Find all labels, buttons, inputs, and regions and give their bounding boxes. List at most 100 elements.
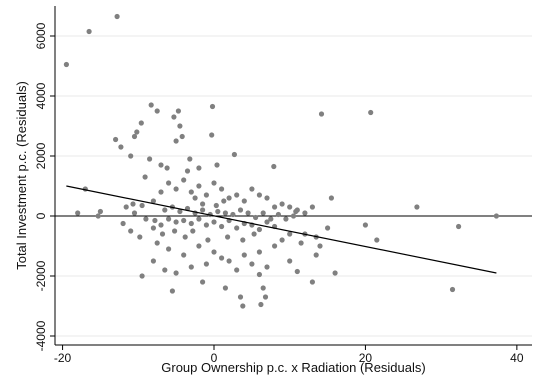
data-point (493, 213, 499, 219)
data-point (209, 132, 215, 138)
data-point (230, 211, 236, 218)
data-point (128, 153, 134, 159)
data-point (95, 213, 101, 219)
y-tick-label: -4000 (34, 320, 48, 351)
data-point (226, 195, 232, 201)
data-point (177, 208, 183, 215)
data-point (256, 226, 262, 233)
fit-line-segment (66, 185, 497, 274)
x-tick-label: -20 (54, 351, 72, 365)
data-point (150, 198, 156, 204)
data-point (234, 192, 240, 198)
data-point (264, 219, 270, 225)
data-point (332, 270, 338, 276)
data-point (138, 120, 144, 126)
data-point (222, 210, 228, 216)
data-point (148, 102, 154, 108)
data-point (325, 225, 331, 231)
data-point (172, 228, 178, 234)
data-point (245, 210, 251, 216)
data-point (249, 186, 255, 192)
y-tick-label: -2000 (34, 260, 48, 291)
data-point (253, 214, 259, 221)
data-point (279, 201, 285, 207)
data-point (234, 267, 240, 273)
data-point (222, 285, 228, 291)
data-point (368, 109, 374, 116)
data-point (196, 243, 202, 249)
data-point (203, 261, 209, 267)
data-point (200, 207, 206, 213)
data-point (114, 13, 120, 20)
data-point (169, 288, 175, 294)
data-point (150, 258, 156, 264)
data-point (256, 192, 262, 198)
data-point (456, 223, 462, 230)
data-point (258, 301, 264, 308)
fit-line (66, 185, 497, 274)
data-point (268, 216, 274, 222)
data-point (240, 303, 246, 309)
data-point (328, 195, 334, 201)
data-point (272, 204, 278, 210)
data-point (188, 220, 194, 227)
data-point (154, 108, 160, 114)
y-axis-ticks: -4000 -2000 0 2000 4000 6000 (34, 22, 55, 351)
data-point (290, 213, 297, 219)
data-point (147, 156, 153, 162)
data-point (251, 231, 257, 237)
data-point (302, 210, 308, 216)
data-point (152, 217, 158, 224)
data-point (158, 189, 164, 195)
data-point (192, 195, 198, 201)
axes (54, 6, 532, 346)
data-point (139, 202, 145, 209)
data-point (374, 237, 380, 243)
data-point (182, 234, 188, 240)
data-point (219, 223, 225, 230)
data-point (241, 252, 247, 258)
data-point (271, 163, 277, 170)
data-point (166, 246, 172, 252)
data-point (203, 192, 209, 198)
data-point (143, 216, 149, 222)
data-point (75, 210, 81, 216)
data-point (234, 225, 240, 231)
data-point (137, 234, 143, 240)
x-tick-label: 20 (359, 351, 373, 365)
data-point (313, 252, 319, 258)
data-point (164, 165, 170, 171)
data-point (226, 258, 232, 264)
y-tick-label: 6000 (34, 22, 48, 49)
data-point (256, 249, 262, 255)
data-point (318, 111, 325, 117)
data-point (237, 294, 244, 300)
data-point (211, 219, 217, 225)
y-tick-label: 4000 (34, 82, 48, 109)
data-point (196, 216, 202, 222)
data-point (240, 237, 246, 243)
data-point (142, 174, 148, 180)
data-point (166, 216, 172, 222)
data-point (262, 294, 269, 300)
data-point (219, 186, 225, 192)
data-point (449, 286, 456, 293)
x-axis-ticks: -20 0 20 40 (54, 345, 524, 365)
data-point (123, 204, 129, 210)
data-point (173, 186, 179, 192)
data-point (177, 123, 183, 129)
data-point (131, 210, 138, 216)
data-point (113, 136, 119, 143)
data-point (188, 264, 194, 270)
x-axis-title: Group Ownership p.c. x Radiation (Residu… (161, 360, 425, 375)
data-point (256, 271, 262, 278)
data-point (166, 180, 172, 186)
data-point (179, 133, 185, 140)
data-point (249, 261, 255, 267)
data-point (309, 204, 315, 210)
data-point (158, 162, 164, 168)
data-point (190, 228, 196, 234)
data-point (158, 222, 164, 228)
data-point (214, 162, 220, 168)
